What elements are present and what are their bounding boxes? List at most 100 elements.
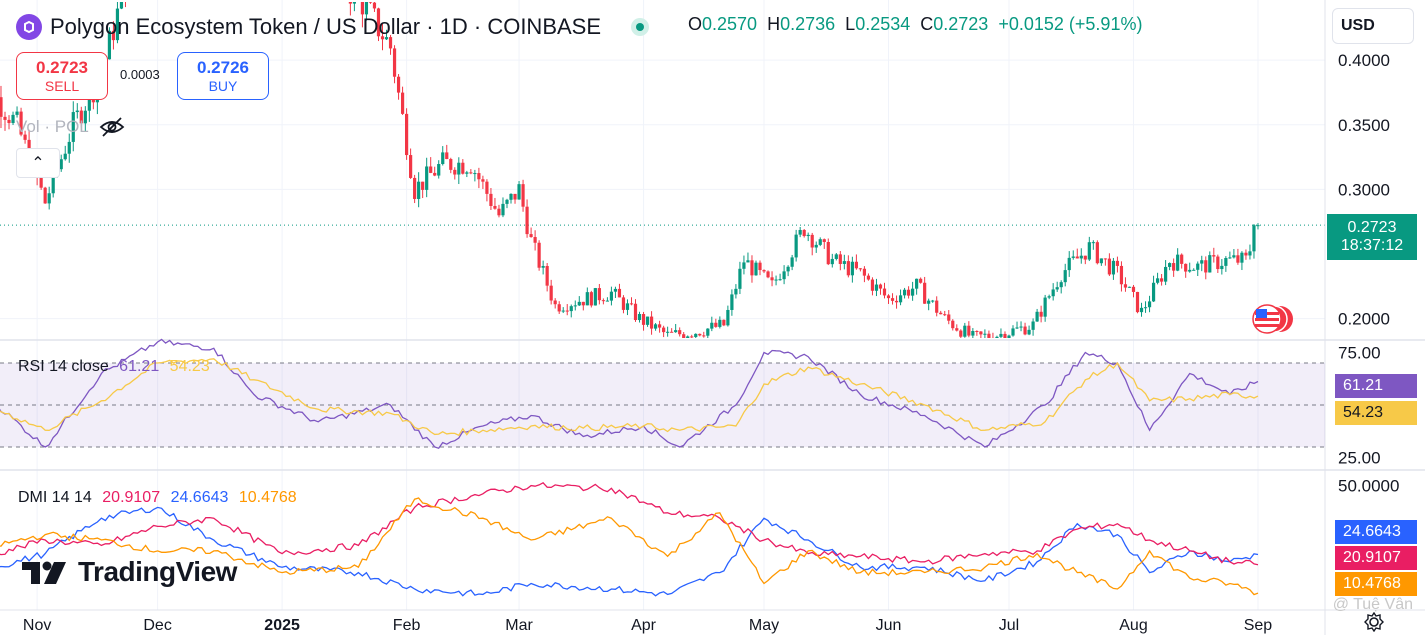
- candle-body: [541, 265, 545, 268]
- candle-body: [545, 265, 549, 286]
- candle-body: [915, 278, 919, 289]
- candle-body: [746, 260, 750, 263]
- candle-body: [1067, 257, 1071, 271]
- candle-body: [690, 336, 694, 338]
- candle-body: [846, 261, 850, 276]
- candle-body: [1091, 242, 1095, 244]
- candle-body: [702, 335, 706, 337]
- candle-body: [902, 289, 907, 296]
- candle-body: [830, 258, 834, 265]
- current-price-badge: 0.2723 18:37:12: [1327, 214, 1417, 260]
- x-tick-label: Nov: [23, 617, 51, 634]
- rsi-ma-value: 54.23: [170, 358, 210, 375]
- candle-body: [1035, 311, 1039, 322]
- candle-body: [923, 282, 927, 304]
- candle-body: [605, 300, 609, 302]
- candle-body: [469, 172, 473, 174]
- candle-body: [645, 316, 650, 325]
- candle-body: [834, 254, 838, 259]
- candle-body: [1119, 265, 1124, 285]
- candle-body: [633, 303, 638, 321]
- candle-body: [722, 319, 726, 326]
- price-tick-label: 0.3000: [1338, 180, 1390, 199]
- candle-body: [59, 159, 63, 170]
- rsi-tick-label: 75.00: [1338, 344, 1381, 363]
- market-status-icon[interactable]: [631, 18, 650, 36]
- candle-body: [662, 327, 666, 333]
- candle-body: [441, 152, 445, 165]
- ohlc-readout: O0.2570 H0.2736 L0.2534 C0.2723 +0.0152 …: [688, 14, 1143, 34]
- candle-body: [621, 297, 626, 310]
- dmi-pane: [0, 481, 1259, 597]
- candle-body: [886, 295, 891, 299]
- candle-body: [23, 134, 27, 140]
- candle-body: [666, 331, 670, 333]
- volume-legend[interactable]: Vol · POL: [16, 116, 125, 138]
- candle-body: [947, 314, 951, 321]
- x-tick-label: Jul: [999, 617, 1019, 634]
- buy-button[interactable]: 0.2726 BUY: [177, 52, 269, 100]
- candle-body: [658, 324, 662, 328]
- candle-body: [585, 292, 589, 306]
- candle-body: [1115, 260, 1120, 266]
- symbol-header[interactable]: Polygon Ecosystem Token / US Dollar · 1D…: [16, 10, 650, 44]
- x-tick-label: Feb: [393, 617, 421, 634]
- candle-body: [517, 184, 521, 200]
- candle-body: [774, 279, 778, 281]
- candle-body: [1228, 257, 1232, 259]
- rsi-tick-label: 25.00: [1338, 449, 1381, 468]
- candle-body: [593, 288, 597, 306]
- economic-events-flag-icon[interactable]: [1250, 303, 1298, 335]
- candle-body: [433, 172, 437, 176]
- rsi-ma-value-badge: 54.23: [1335, 401, 1417, 425]
- candle-body: [617, 288, 622, 298]
- candle-body: [601, 300, 605, 302]
- eye-off-icon[interactable]: [99, 116, 125, 138]
- candle-body: [505, 199, 509, 204]
- candle-body: [670, 331, 674, 333]
- candle-body: [352, 2, 356, 4]
- candle-body: [641, 314, 646, 325]
- candle-body: [521, 184, 525, 207]
- candle-body: [1172, 263, 1176, 271]
- currency-select[interactable]: USD: [1332, 8, 1414, 44]
- candle-body: [1031, 321, 1035, 330]
- candle-body: [1176, 254, 1180, 271]
- candle-body: [348, 2, 352, 4]
- candle-body: [1023, 326, 1027, 335]
- candle-body: [513, 193, 517, 200]
- sell-button[interactable]: 0.2723 SELL: [16, 52, 108, 100]
- candle-body: [417, 181, 421, 199]
- candle-body: [533, 237, 537, 243]
- candle-body: [919, 278, 923, 283]
- collapse-chevron-up-icon[interactable]: ⌃: [16, 148, 60, 178]
- candle-body: [674, 330, 678, 333]
- candle-body: [1099, 258, 1103, 264]
- candle-body: [1196, 263, 1200, 270]
- candle-body: [862, 268, 867, 276]
- candle-body: [1160, 278, 1164, 282]
- candle-body: [1204, 260, 1208, 273]
- candle-body: [898, 295, 903, 303]
- candle-body: [43, 187, 47, 204]
- candle-body: [822, 239, 826, 242]
- candle-body: [107, 30, 112, 60]
- rsi-pane: [0, 338, 1325, 449]
- candle-body: [529, 234, 533, 238]
- candle-body: [1047, 296, 1051, 298]
- candle-body: [959, 330, 963, 337]
- candle-body: [838, 254, 842, 264]
- candle-body: [549, 285, 553, 301]
- candle-body: [509, 193, 513, 200]
- candle-body: [465, 172, 469, 174]
- candle-body: [882, 288, 887, 296]
- settings-gear-icon[interactable]: [1364, 612, 1384, 632]
- candle-body: [11, 114, 15, 124]
- candle-body: [1111, 260, 1116, 275]
- candle-body: [404, 113, 409, 156]
- author-watermark: @ Tuệ Vân: [1332, 596, 1413, 613]
- tradingview-mark-icon: [22, 561, 66, 584]
- candle-body: [1180, 254, 1184, 264]
- candle-body: [79, 110, 83, 124]
- candle-body: [750, 260, 754, 276]
